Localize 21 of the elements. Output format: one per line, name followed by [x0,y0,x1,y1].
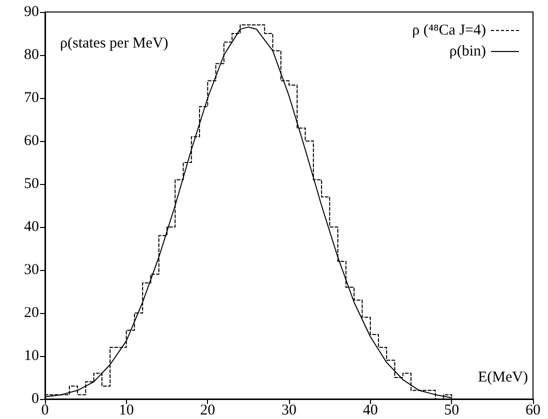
y-tick-label: 70 [24,90,39,106]
x-tick-label: 10 [118,402,134,418]
x-tick-label: 0 [41,402,49,418]
y-tick-label: 10 [24,348,39,364]
y-tick-label: 0 [32,391,39,407]
y-tick-label: 30 [24,262,39,278]
y-axis-title: ρ(states per MeV) [60,36,168,52]
y-tick-label: 40 [24,219,39,235]
x-tick-label: 50 [444,402,460,418]
legend-label: ρ(bin) [449,44,486,60]
y-tick-label: 60 [24,133,39,149]
y-tick-label: 90 [24,4,39,20]
y-tick-label: 20 [24,305,39,321]
x-tick-label: 30 [282,402,296,418]
x-tick-label: 20 [200,402,216,418]
x-tick-label: 60 [526,402,540,418]
y-tick-label: 80 [24,47,39,63]
legend-label: ρ (⁴⁸Ca J=4) [412,22,486,38]
x-axis-title: E(MeV) [478,370,528,386]
x-tick-label: 40 [362,402,378,418]
y-tick-label: 50 [24,176,39,192]
